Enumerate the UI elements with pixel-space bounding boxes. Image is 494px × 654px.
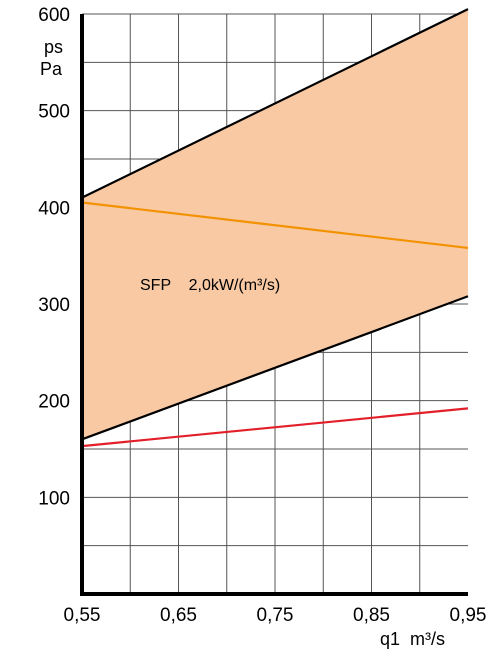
x-tick-label: 0,65	[160, 605, 197, 626]
lower-boundary-line	[81, 295, 469, 441]
y-tick-label: 100	[38, 488, 70, 509]
sfp-annotation: SFP 2,0kW/(m³/s)	[140, 277, 280, 294]
y-axis-label-ps: ps	[44, 37, 63, 57]
y-tick-label: 200	[38, 392, 70, 413]
y-tick-label: 300	[38, 295, 70, 316]
x-tick-label: 0,95	[450, 605, 487, 626]
x-tick-label: 0,75	[257, 605, 294, 626]
y-tick-label: 600	[38, 5, 70, 26]
axes	[80, 14, 468, 596]
x-tick-label: 0,85	[353, 605, 390, 626]
tick-labels: 0,55 0,65 0,75 0,85 0,95 100 200 300 400 500 600	[38, 5, 486, 626]
x-tick-label: 0,55	[64, 605, 101, 626]
sfp-line	[81, 201, 469, 250]
series-lines	[81, 8, 469, 448]
y-tick-label: 400	[38, 198, 70, 219]
x-axis-label: q1 m³/s	[380, 629, 445, 649]
upper-boundary-line	[81, 8, 469, 199]
y-tick-label: 500	[38, 102, 70, 123]
min-line	[81, 407, 469, 448]
y-axis-label-pa: Pa	[40, 59, 63, 79]
